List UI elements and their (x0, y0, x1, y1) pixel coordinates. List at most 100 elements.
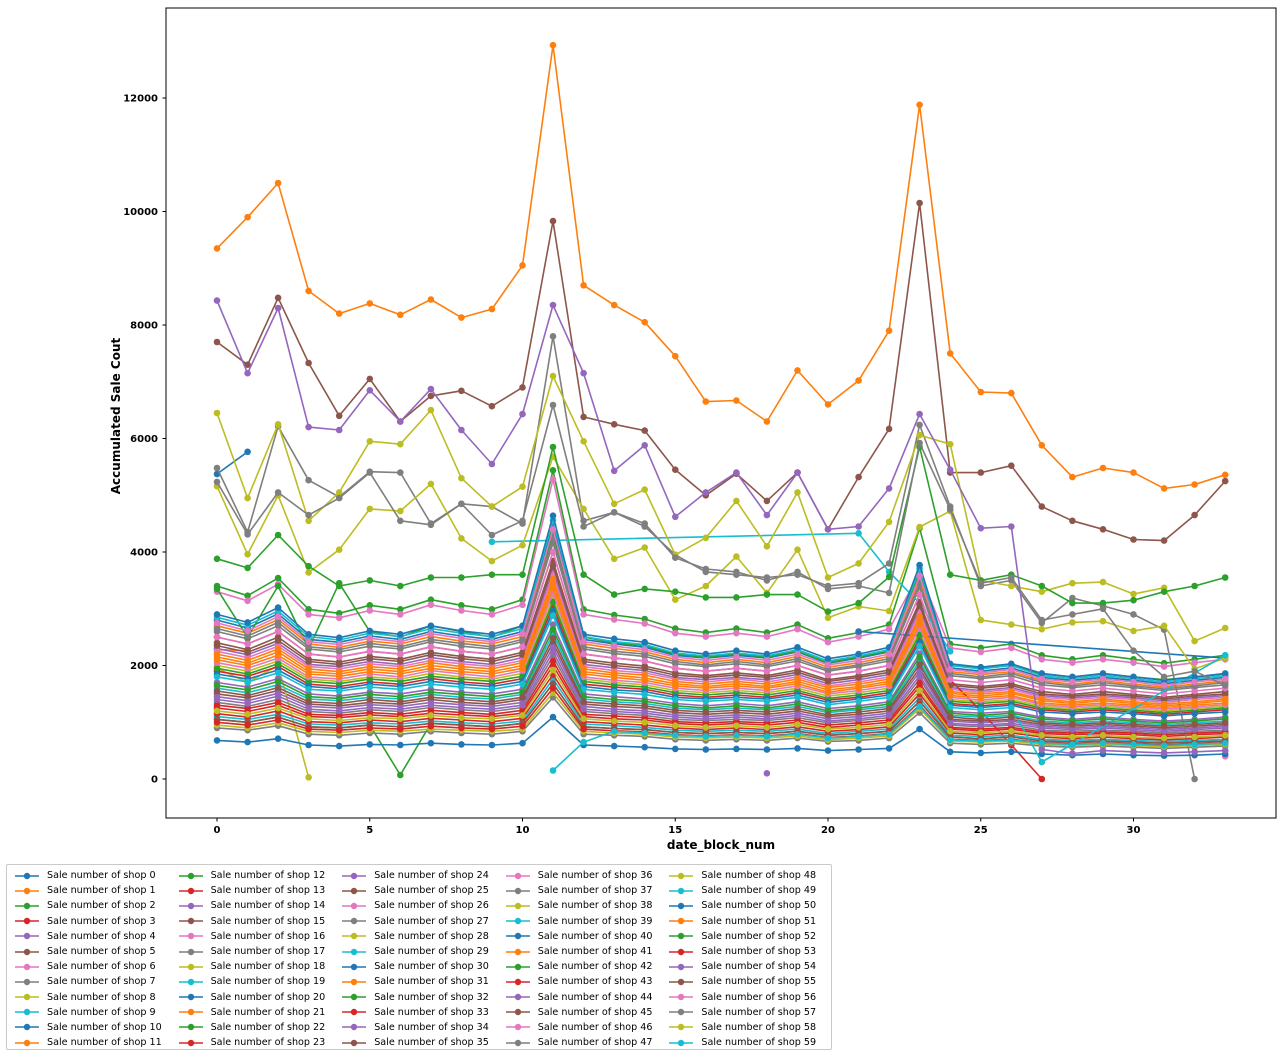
series-marker-shop-51 (1130, 698, 1137, 706)
series-marker-shop-25 (672, 466, 679, 474)
series-marker-shop-49 (885, 694, 893, 701)
series-marker-shop-57 (488, 531, 496, 539)
series-marker-shop-28 (305, 517, 312, 525)
series-line-shop-33 (216, 660, 1226, 736)
legend-marker-icon (505, 933, 530, 940)
series-marker-shop-53 (458, 724, 465, 732)
series-marker-shop-51 (580, 665, 587, 673)
legend-marker-icon (505, 1039, 530, 1046)
series-marker-shop-31 (946, 350, 954, 357)
series-marker-shop-6 (488, 611, 496, 618)
legend-marker-icon (15, 1024, 39, 1031)
series-marker-shop-54 (855, 523, 862, 530)
series-marker-shop-6 (672, 629, 679, 637)
series-marker-shop-28 (244, 494, 251, 502)
series-marker-shop-2 (244, 592, 251, 599)
series-marker-shop-31 (610, 301, 618, 309)
legend-label: Sale number of shop 49 (701, 885, 817, 897)
series-marker-shop-40 (549, 713, 557, 721)
series-marker-shop-35 (366, 655, 374, 662)
series-marker-shop-41 (305, 670, 312, 678)
series-marker-shop-50 (549, 512, 557, 519)
series-marker-shop-44 (458, 704, 465, 711)
series-marker-shop-54 (1191, 748, 1198, 756)
series-line-shop-42 (216, 446, 1226, 613)
series-marker-shop-47 (794, 655, 801, 662)
series-marker-shop-38 (305, 569, 312, 576)
series-marker-shop-51 (610, 669, 618, 677)
series-marker-shop-58 (519, 712, 526, 719)
series-marker-shop-41 (335, 673, 343, 680)
series-marker-shop-47 (427, 636, 435, 643)
series-marker-shop-27 (1069, 594, 1076, 602)
series-marker-shop-44 (305, 705, 312, 713)
series-marker-shop-49 (794, 694, 801, 701)
x-tick-label: 25 (974, 825, 988, 836)
series-marker-shop-31 (1160, 485, 1168, 492)
series-marker-shop-54 (610, 467, 618, 475)
series-marker-shop-51 (1038, 695, 1046, 703)
legend-marker-icon (669, 1024, 694, 1031)
series-marker-shop-50 (1038, 670, 1046, 677)
series-marker-shop-46 (855, 667, 862, 675)
legend-label: Sale number of shop 2 (47, 900, 156, 912)
series-marker-shop-57 (916, 439, 923, 447)
series-marker-shop-54 (458, 426, 465, 434)
series-marker-shop-35 (702, 674, 710, 681)
legend-item-shop-17: Sale number of shop 17 (177, 944, 335, 959)
legend-marker-icon (178, 948, 203, 955)
series-marker-shop-50 (916, 561, 923, 569)
legend-item-shop-40: Sale number of shop 40 (504, 929, 662, 944)
series-line-shop-25 (216, 202, 1226, 542)
series-marker-shop-55 (641, 702, 648, 710)
series-marker-shop-59 (794, 730, 801, 738)
series-marker-shop-49 (397, 686, 404, 693)
series-marker-shop-31 (1191, 481, 1198, 488)
legend-marker-icon (15, 872, 39, 879)
series-marker-shop-53 (397, 725, 404, 733)
series-marker-shop-44 (794, 712, 801, 719)
series-marker-shop-49 (610, 688, 618, 696)
series-line-shop-24 (216, 623, 1226, 722)
series-marker-shop-50 (702, 650, 710, 658)
legend-item-shop-11: Sale number of shop 11 (13, 1035, 171, 1050)
series-marker-shop-44 (244, 700, 251, 707)
series-marker-shop-58 (335, 717, 343, 724)
series-marker-shop-57 (1221, 682, 1229, 689)
series-line-shop-22 (216, 601, 1226, 714)
series-marker-shop-57 (213, 478, 221, 486)
series-marker-shop-42 (733, 594, 740, 601)
series-marker-shop-59 (977, 737, 985, 745)
legend-item-shop-38: Sale number of shop 38 (504, 898, 662, 913)
series-marker-shop-35 (641, 665, 648, 672)
series-marker-shop-58 (274, 704, 282, 712)
series-line-shop-46 (216, 551, 1226, 695)
legend-item-shop-12: Sale number of shop 12 (177, 868, 335, 883)
series-marker-shop-54 (794, 469, 801, 476)
series-marker-shop-28 (610, 500, 618, 508)
series-line-shop-2 (216, 469, 1226, 664)
series-marker-shop-46 (549, 548, 557, 556)
series-marker-shop-53 (580, 725, 587, 733)
series-marker-shop-28 (1099, 578, 1107, 586)
series-marker-shop-28 (763, 543, 771, 550)
series-marker-shop-59 (549, 767, 557, 774)
legend-marker-icon (178, 993, 203, 1001)
series-marker-shop-35 (610, 662, 618, 669)
series-marker-shop-50 (397, 631, 404, 638)
legend-item-shop-20: Sale number of shop 20 (177, 990, 335, 1005)
series-marker-shop-31 (672, 352, 679, 360)
series-marker-shop-6 (610, 616, 618, 623)
legend-label: Sale number of shop 5 (47, 945, 156, 957)
series-marker-shop-38 (977, 616, 985, 624)
series-marker-shop-6 (1069, 659, 1076, 666)
series-marker-shop-47 (824, 666, 832, 673)
series-marker-shop-55 (549, 635, 557, 642)
series-marker-shop-49 (335, 687, 343, 695)
series-marker-shop-55 (885, 705, 893, 712)
legend-marker-icon (669, 902, 694, 910)
series-marker-shop-2 (366, 602, 374, 609)
series-marker-shop-58 (244, 711, 251, 718)
legend-marker-icon (669, 978, 694, 986)
series-marker-shop-56 (427, 630, 435, 637)
